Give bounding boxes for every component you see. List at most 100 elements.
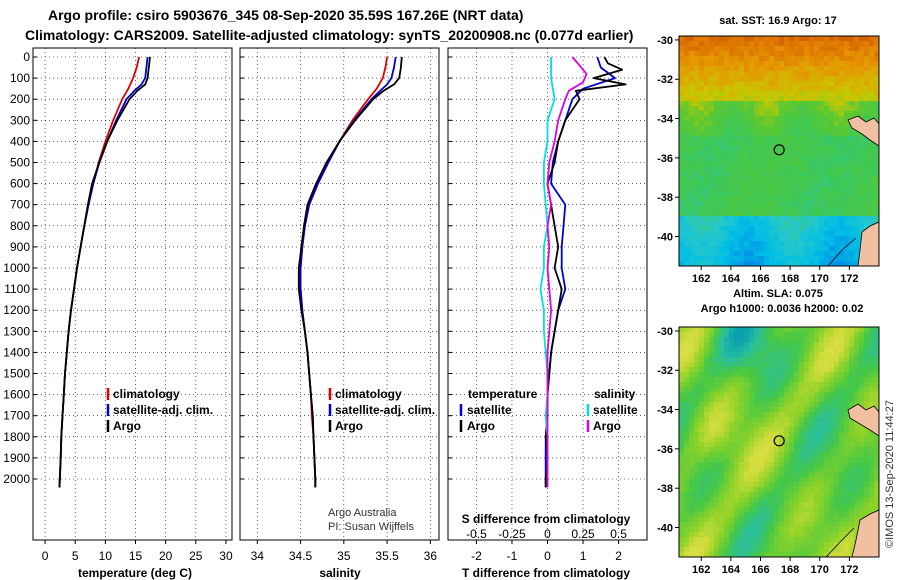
- field-cell: [789, 146, 795, 152]
- field-cell: [784, 146, 790, 152]
- field-cell: [739, 372, 745, 378]
- field-cell: [794, 412, 800, 418]
- field-cell: [834, 462, 840, 468]
- field-cell: [849, 542, 855, 548]
- field-cell: [864, 76, 870, 82]
- field-cell: [854, 76, 860, 82]
- field-cell: [744, 487, 750, 493]
- field-cell: [789, 246, 795, 252]
- field-cell: [704, 452, 710, 458]
- field-cell: [844, 201, 850, 207]
- field-cell: [859, 76, 865, 82]
- field-cell: [689, 81, 695, 87]
- field-cell: [839, 517, 845, 523]
- field-cell: [724, 141, 730, 147]
- sla-map-ticks: 162 164 166 168 170 172-30-32-34-36-38-40: [657, 326, 858, 576]
- field-cell: [739, 236, 745, 242]
- field-cell: [759, 552, 765, 557]
- field-cell: [714, 251, 720, 257]
- field-cell: [769, 427, 775, 433]
- field-cell: [859, 61, 865, 67]
- field-cell: [719, 161, 725, 167]
- field-cell: [719, 487, 725, 493]
- field-cell: [819, 216, 825, 222]
- field-cell: [874, 497, 879, 503]
- field-cell: [709, 131, 715, 137]
- field-cell: [769, 241, 775, 247]
- field-cell: [819, 116, 825, 122]
- field-cell: [819, 417, 825, 423]
- field-cell: [779, 407, 785, 413]
- field-cell: [724, 156, 730, 162]
- field-cell: [814, 382, 820, 388]
- field-cell: [859, 492, 865, 498]
- field-cell: [719, 387, 725, 393]
- field-cell: [694, 241, 700, 247]
- field-cell: [749, 422, 755, 428]
- field-cell: [804, 76, 810, 82]
- field-cell: [829, 442, 835, 448]
- field-cell: [834, 51, 840, 57]
- field-cell: [759, 437, 765, 443]
- field-cell: [869, 191, 875, 197]
- sst-map-frame: [678, 35, 880, 267]
- field-cell: [749, 462, 755, 468]
- field-cell: [824, 146, 830, 152]
- field-cell: [789, 527, 795, 533]
- field-cell: [864, 56, 870, 62]
- field-cell: [769, 106, 775, 112]
- field-cell: [699, 552, 705, 557]
- field-cell: [859, 347, 865, 353]
- field-cell: [779, 136, 785, 142]
- field-cell: [869, 171, 875, 177]
- field-cell: [854, 251, 860, 257]
- field-cell: [804, 151, 810, 157]
- field-cell: [749, 196, 755, 202]
- field-cell: [864, 216, 870, 222]
- field-cell: [789, 337, 795, 343]
- field-cell: [689, 181, 695, 187]
- field-cell: [729, 221, 735, 227]
- field-cell: [679, 246, 685, 252]
- field-cell: [754, 176, 760, 182]
- field-cell: [734, 352, 740, 358]
- field-cell: [749, 201, 755, 207]
- field-cell: [679, 206, 685, 212]
- field-cell: [729, 101, 735, 107]
- field-cell: [829, 402, 835, 408]
- map-y-tick-label: -36: [657, 153, 673, 165]
- field-cell: [804, 201, 810, 207]
- field-cell: [789, 507, 795, 513]
- field-cell: [804, 327, 810, 333]
- field-cell: [729, 236, 735, 242]
- field-cell: [714, 552, 720, 557]
- field-cell: [764, 332, 770, 338]
- field-cell: [779, 226, 785, 232]
- sla-coastline: [825, 403, 879, 557]
- field-cell: [834, 422, 840, 428]
- field-cell: [744, 141, 750, 147]
- field-cell: [769, 141, 775, 147]
- field-cell: [714, 106, 720, 112]
- field-cell: [774, 66, 780, 72]
- field-cell: [784, 397, 790, 403]
- field-cell: [859, 86, 865, 92]
- field-cell: [709, 492, 715, 498]
- field-cell: [749, 372, 755, 378]
- field-cell: [754, 327, 760, 333]
- field-cell: [729, 332, 735, 338]
- field-cell: [859, 382, 865, 388]
- field-cell: [749, 216, 755, 222]
- field-cell: [809, 527, 815, 533]
- field-cell: [764, 76, 770, 82]
- field-cell: [734, 51, 740, 57]
- field-cell: [839, 362, 845, 368]
- salinity-frame: [239, 47, 440, 541]
- field-cell: [814, 522, 820, 528]
- field-cell: [729, 497, 735, 503]
- field-cell: [824, 397, 830, 403]
- field-cell: [789, 131, 795, 137]
- field-cell: [829, 176, 835, 182]
- field-cell: [734, 136, 740, 142]
- field-cell: [814, 171, 820, 177]
